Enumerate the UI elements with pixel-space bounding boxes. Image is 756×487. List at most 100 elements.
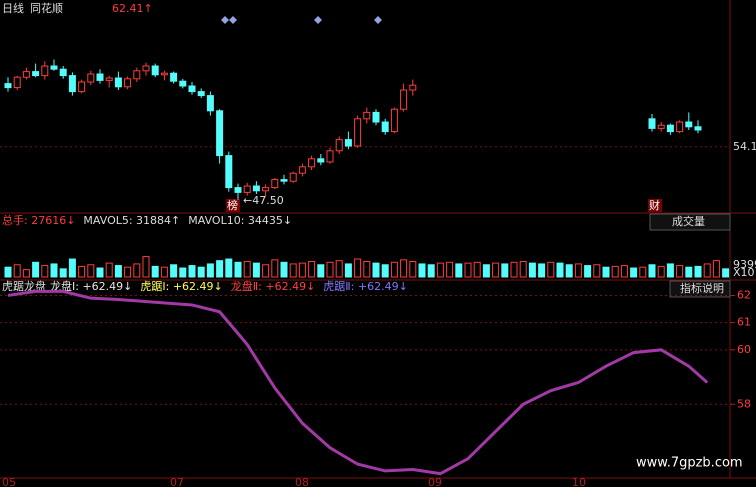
volume-bar [41,265,49,278]
volume-bar [4,266,12,278]
period-label: 日线 [2,1,24,15]
indicator-legend: 虎踞Ⅰ: +62.49↓ [140,280,222,293]
y-tick-label: 54.1 [733,140,756,153]
volume-bar [335,260,343,278]
candle-body [151,65,159,76]
volume-bar [308,260,316,278]
candle-body [381,121,389,133]
event-marker [374,16,382,24]
volume-bar [50,263,58,278]
volume-bar [133,263,141,278]
volume-bar [381,264,389,278]
volume-bar [685,266,693,278]
volume-bar [216,260,224,278]
volume-bar [372,262,380,278]
candle-body [114,77,122,88]
volume-header-item: 总手: 27616↓ [2,213,75,227]
candle-body [317,158,325,163]
volume-header-item: MAVOL10: 34435↓ [188,214,292,227]
volume-bar [446,261,454,278]
candle-body [685,121,693,128]
candle-body [252,185,260,192]
volume-bar [114,265,122,278]
volume-bar [354,258,362,278]
candle-body [326,150,334,163]
volume-bar [492,262,500,278]
indicator-legend: 虎踞Ⅱ: +62.49↓ [323,280,408,293]
event-marker [229,16,237,24]
candle-body [280,179,288,182]
candle-body [59,68,67,77]
volume-bar [712,260,720,278]
indicator-legend: 龙盘Ⅱ: +62.49↓ [231,279,316,293]
date-label: 09 [428,476,442,487]
candle-body [648,118,656,129]
volume-bar [317,264,325,278]
candle-body [335,139,343,152]
volume-bar [409,260,417,278]
volume-bar [547,261,555,278]
candle-body [68,75,76,93]
volume-bar [197,266,205,278]
candle-body [363,111,371,120]
volume-bar [418,263,426,278]
candle-body [657,124,665,129]
volume-bar [160,266,168,278]
volume-bar [666,263,674,278]
candle-body [206,95,214,112]
volume-bar [574,263,582,278]
tag-left: 榜 [227,198,238,212]
indicator-line [7,289,709,476]
volume-bar [280,261,288,278]
volume-bar [556,262,564,278]
indicator-header: 虎踞龙盘 龙盘Ⅰ: +62.49↓ 虎踞Ⅰ: +62.49↓ 龙盘Ⅱ: +62.49↓… [2,279,408,293]
volume-bar [32,261,40,278]
volume-bar [298,262,306,278]
volume-bar [252,262,260,278]
volume-bar [170,264,178,278]
volume-bar [519,260,527,278]
volume-bar [13,264,21,278]
volume-bar [538,263,546,278]
candle-body [105,77,113,81]
volume-bar [584,265,592,278]
volume-button[interactable] [649,213,731,231]
volume-bar [271,259,279,278]
volume-bar [87,264,95,278]
y-tick-label: 58 [737,397,751,410]
candle-body [298,166,306,174]
volume-bar [22,269,30,278]
volume-bar [326,261,334,278]
volume-bar [657,265,665,278]
candle-body [243,185,251,193]
indicator-button[interactable] [669,280,731,298]
candle-body [41,65,49,77]
candle-body [271,179,279,189]
candle-body [694,126,702,131]
volume-bar [234,261,242,278]
y-tick-label: 61 [737,316,751,329]
volume-button-label[interactable]: 成交量 [672,214,705,228]
volume-bar [510,261,518,278]
high-label: 62.41↑ [112,2,153,15]
volume-bar [639,266,647,278]
candle-body [216,110,224,157]
candle-body [354,118,362,147]
candle-body [344,139,352,147]
volume-bar [602,266,610,278]
volume-bar [436,262,444,278]
candle-body [87,73,95,83]
candle-body [225,155,233,189]
volume-bar [390,261,398,278]
volume-bar [124,266,132,278]
indicator-button-label[interactable]: 指标说明 [680,281,724,295]
volume-bar [593,264,601,278]
candle-body [96,73,104,81]
volume-header: 总手: 27616↓ MAVOL5: 31884↑ MAVOL10: 34435↓ [2,213,292,227]
candle-body [179,80,187,87]
candle-body [13,76,21,89]
volume-bar [400,259,408,278]
candle-body [188,85,196,93]
volume-bar [344,263,352,278]
